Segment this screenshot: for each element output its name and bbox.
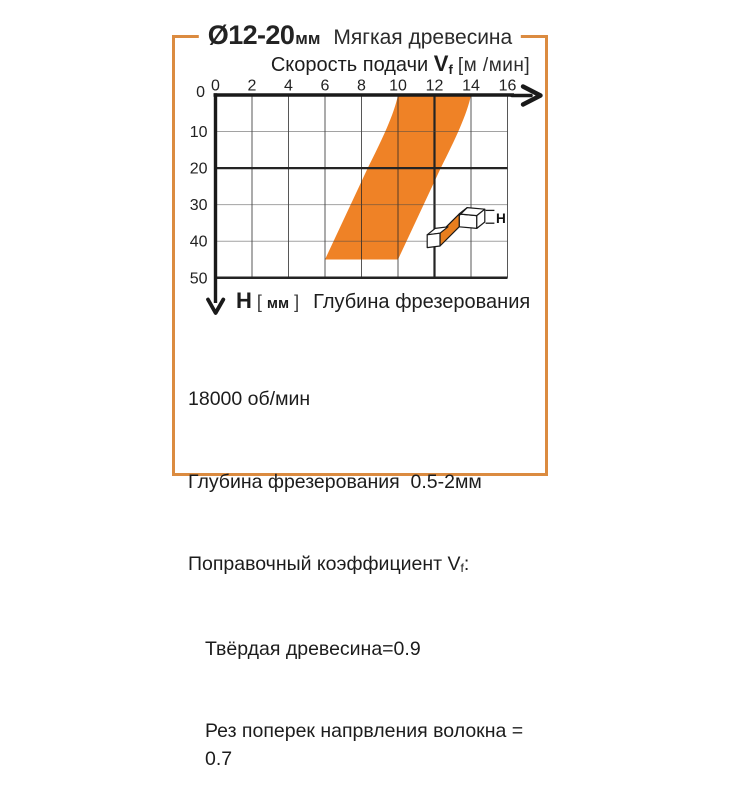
material-name: Мягкая древесина xyxy=(333,26,513,49)
catalog-chart-page: { "header": { "diameter": "Ø12-20", "dia… xyxy=(172,18,548,770)
y-axis-unit: мм xyxy=(266,295,290,312)
svg-text:20: 20 xyxy=(190,161,208,178)
feed-rate-chart: 0 2 4 6 8 10 12 14 16 0 10 20 30 40 50 H xyxy=(190,78,543,315)
h-symbol: H xyxy=(236,288,252,313)
svg-text:30: 30 xyxy=(190,197,208,214)
icon-h-label: H xyxy=(496,211,506,226)
svg-text:4: 4 xyxy=(284,78,293,95)
svg-text:0: 0 xyxy=(211,78,220,95)
factor-colon: : xyxy=(463,553,470,575)
workpiece-depth-icon: H xyxy=(426,207,506,249)
vf-subscript: f xyxy=(448,62,453,77)
svg-text:2: 2 xyxy=(248,78,257,95)
chart-title: Ø12-20мм Мягкая древесина xyxy=(198,18,522,52)
x-axis-unit: [м /мин] xyxy=(457,55,531,76)
correction-factor-note: Поправочный коэффициент Vf: xyxy=(188,551,538,581)
x-axis-title: Скорость подачи Vf [м /мин] xyxy=(258,51,543,77)
diameter-unit: мм xyxy=(295,29,321,48)
svg-text:0: 0 xyxy=(196,84,205,101)
svg-text:50: 50 xyxy=(190,270,208,287)
y-axis-title-text: Глубина фрезерования xyxy=(313,291,531,313)
svg-text:6: 6 xyxy=(321,78,330,95)
cutting-notes: 18000 об/мин Глубина фрезерования 0.5-2м… xyxy=(188,331,538,801)
svg-text:10: 10 xyxy=(190,124,208,141)
cross-grain-factor: Рез поперек напрвления волокна = 0.7 xyxy=(205,720,529,770)
factor-vf-subscript: f xyxy=(460,561,464,575)
svg-text:16: 16 xyxy=(499,78,517,95)
svg-text:14: 14 xyxy=(462,78,480,95)
svg-text:40: 40 xyxy=(190,234,208,251)
rpm-note: 18000 об/мин xyxy=(188,388,311,410)
factor-text: Поправочный коэффициент xyxy=(188,553,448,575)
vf-symbol: V xyxy=(433,51,449,76)
factor-vf-symbol: V xyxy=(447,553,461,575)
bracket-open: [ xyxy=(256,292,262,312)
svg-text:8: 8 xyxy=(357,78,366,95)
x-axis-title-text: Скорость подачи xyxy=(270,54,429,76)
hard-wood-factor: Твёрдая древесина=0.9 xyxy=(205,637,421,660)
svg-text:12: 12 xyxy=(426,78,444,95)
svg-text:10: 10 xyxy=(389,78,407,95)
y-axis-title: H[мм] Глубина фрезерования xyxy=(236,288,530,314)
bracket-close: ] xyxy=(294,292,300,312)
depth-note: Глубина фрезерования 0.5-2мм xyxy=(188,470,482,493)
orange-frame: Ø12-20мм Мягкая древесина xyxy=(172,18,548,476)
diameter-range: Ø12-20 xyxy=(207,20,295,50)
